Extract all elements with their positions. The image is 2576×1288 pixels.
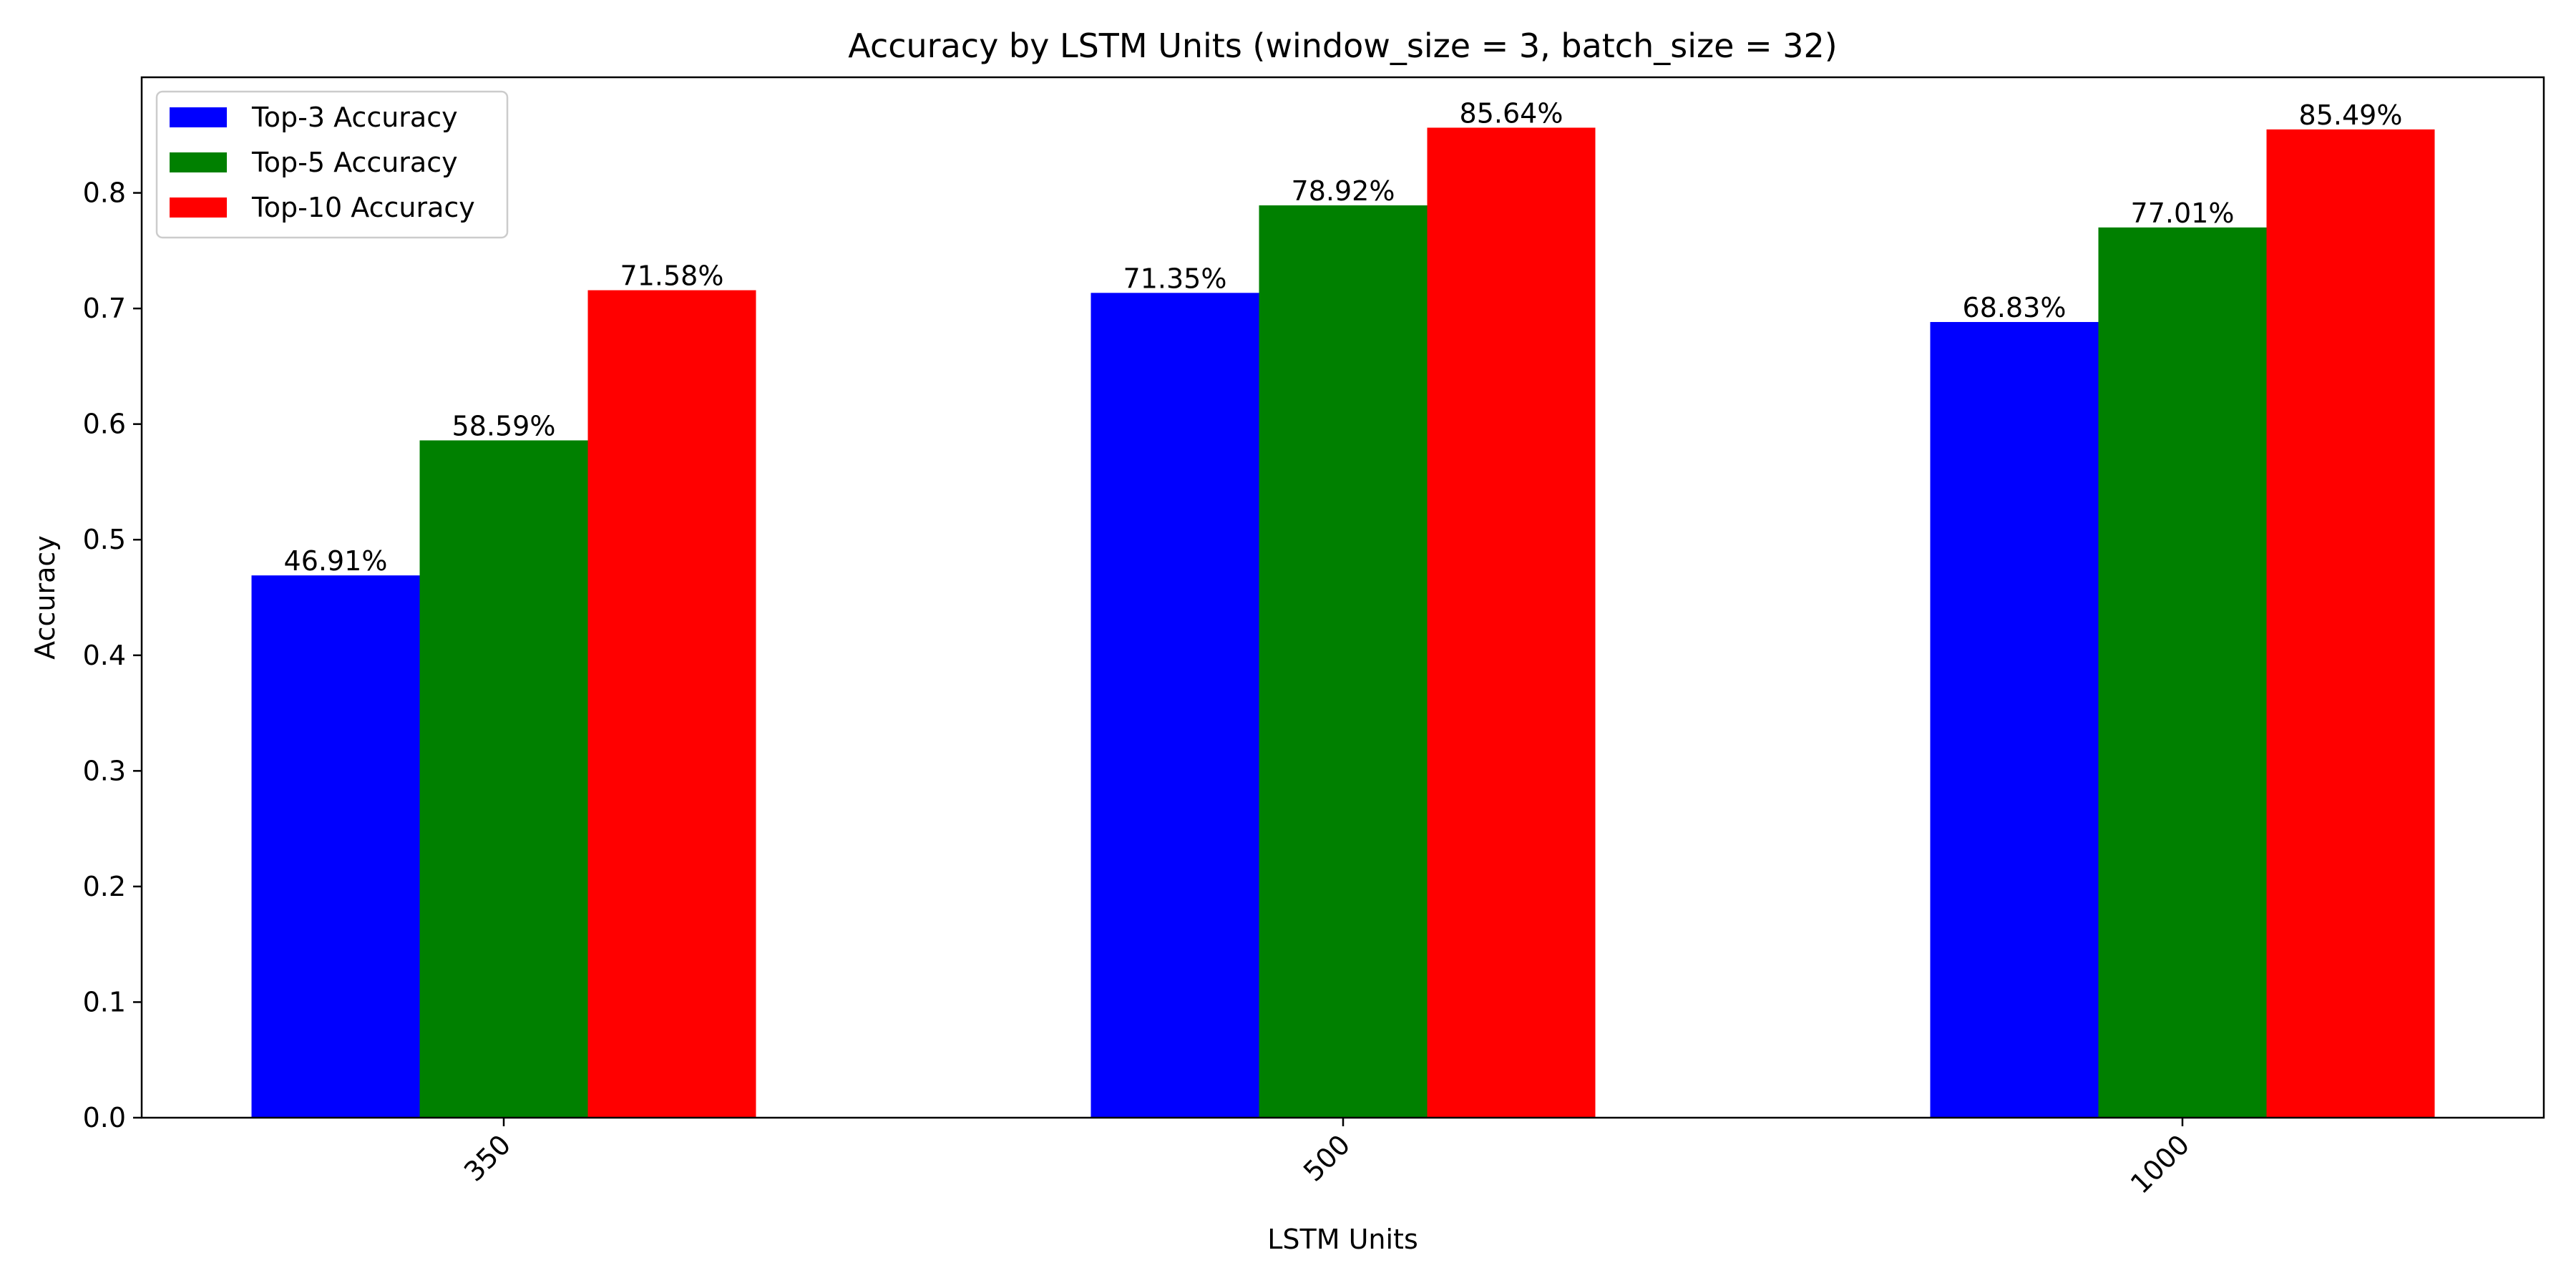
bar-group <box>251 127 2435 1118</box>
legend-label: Top-10 Accuracy <box>251 192 475 223</box>
plot-area-frame <box>140 76 2545 1119</box>
y-tick-label: 0.2 <box>83 871 126 902</box>
bar-top-5-accuracy-1000 <box>2098 227 2267 1118</box>
y-tick-label: 0.8 <box>83 177 126 209</box>
bar-value-labels: 46.91% 58.59% 71.58% 71.35% 78.92% 85.64% 68.8… <box>284 97 2403 577</box>
y-tick-label: 0.4 <box>83 640 126 671</box>
legend-swatch <box>170 152 227 172</box>
y-tick-label: 0.5 <box>83 524 126 555</box>
bar-top-3-accuracy-350 <box>251 575 420 1118</box>
bar-top-5-accuracy-500 <box>1259 205 1428 1118</box>
y-axis-label: Accuracy <box>29 535 61 660</box>
y-tick-label: 0.1 <box>83 986 126 1018</box>
bar-value-label: 77.01% <box>2131 197 2235 229</box>
chart-title: Accuracy by LSTM Units (window_size = 3,… <box>848 26 1837 65</box>
y-tick-label: 0.0 <box>83 1102 126 1133</box>
bar-value-label: 68.83% <box>1963 292 2067 323</box>
legend-box <box>155 90 509 239</box>
y-tick-label: 0.6 <box>83 409 126 440</box>
bar-top-10-accuracy-350 <box>587 290 756 1118</box>
legend-swatch <box>170 107 227 127</box>
bar-top-5-accuracy-350 <box>419 440 588 1118</box>
bar-value-label: 46.91% <box>284 545 388 577</box>
bar-top-10-accuracy-500 <box>1427 127 1596 1118</box>
bar-value-label: 85.49% <box>2299 99 2403 131</box>
bar-top-3-accuracy-1000 <box>1930 322 2099 1118</box>
bar-value-label: 58.59% <box>452 410 556 441</box>
legend: Top-3 Accuracy Top-5 Accuracy Top-10 Accur… <box>155 90 509 239</box>
legend-label: Top-5 Accuracy <box>251 147 458 178</box>
bar-value-label: 78.92% <box>1292 175 1395 207</box>
legend-label: Top-3 Accuracy <box>251 102 458 133</box>
bar-value-label: 71.35% <box>1123 263 1227 294</box>
bar-top-3-accuracy-500 <box>1091 293 1259 1118</box>
bar-value-label: 71.58% <box>620 260 724 292</box>
y-tick-label: 0.3 <box>83 755 126 786</box>
bar-value-label: 85.64% <box>1460 97 1563 129</box>
x-axis-label: LSTM Units <box>1267 1224 1418 1255</box>
bar-top-10-accuracy-1000 <box>2266 129 2435 1118</box>
y-tick-label: 0.7 <box>83 293 126 324</box>
legend-swatch <box>170 197 227 218</box>
y-axis-ticks: 0.0 0.1 0.2 0.3 0.4 0.5 0.6 0.7 0.8 <box>83 177 142 1133</box>
